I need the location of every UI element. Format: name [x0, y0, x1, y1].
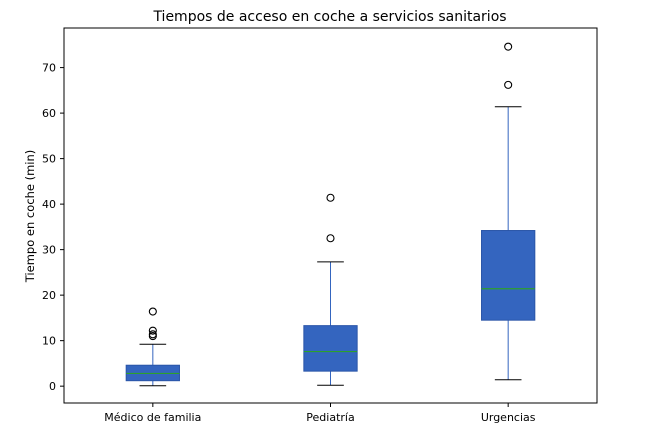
y-axis-label: Tiempo en coche (min) — [23, 150, 37, 284]
outlier-point — [326, 234, 335, 243]
chart-title: Tiempos de acceso en coche a servicios s… — [152, 9, 506, 25]
x-tick-label: Pediatría — [306, 411, 354, 424]
box-iqr — [303, 325, 358, 372]
outlier-point — [148, 326, 157, 335]
x-tick-label: Médico de familia — [104, 411, 201, 424]
outlier-point — [504, 80, 513, 89]
y-tick-label: 70 — [42, 62, 56, 75]
y-tick-label: 0 — [49, 380, 56, 393]
outlier-point — [326, 193, 335, 202]
y-tick-label: 60 — [42, 107, 56, 120]
y-tick-label: 30 — [42, 244, 56, 257]
y-tick-label: 50 — [42, 153, 56, 166]
plot-marks: 0 10 20 30 40 50 60 70 Médico de familia Pediatrí… — [42, 42, 536, 424]
box-iqr — [481, 230, 536, 321]
outlier-point — [148, 330, 157, 339]
y-tick-label: 40 — [42, 198, 56, 211]
x-tick-label: Urgencias — [481, 411, 536, 424]
outlier-point — [504, 42, 513, 51]
plot-area-frame — [63, 27, 598, 404]
outlier-point — [148, 307, 157, 316]
y-tick-label: 10 — [42, 335, 56, 348]
y-tick-label: 20 — [42, 289, 56, 302]
